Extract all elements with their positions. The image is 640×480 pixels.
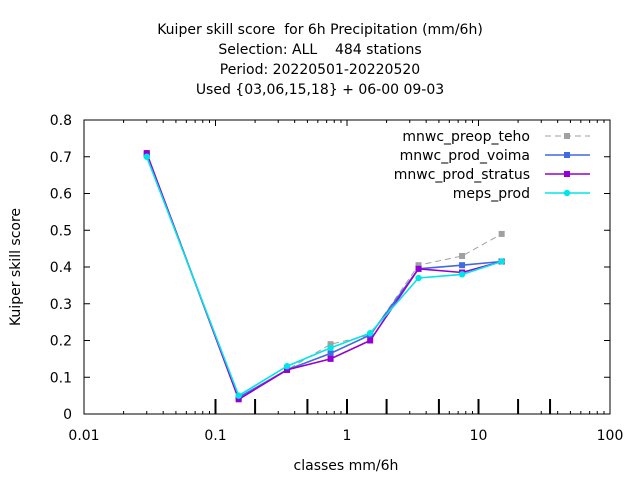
legend-label-mnwc_prod_voima: mnwc_prod_voima xyxy=(400,148,530,164)
legend-label-mnwc_preop_teho: mnwc_preop_teho xyxy=(402,129,530,145)
data-point-meps_prod xyxy=(143,153,150,160)
y-tick-label: 0 xyxy=(63,407,72,423)
data-point-meps_prod xyxy=(283,363,291,370)
data-point-mnwc_prod_stratus xyxy=(367,337,374,344)
y-tick-label: 0.7 xyxy=(50,150,72,166)
plot-frame xyxy=(83,119,611,415)
marks-layer xyxy=(143,150,505,403)
data-point-meps_prod xyxy=(235,392,242,399)
y-tick-label: 0.6 xyxy=(50,187,72,203)
x-tick-label: 0.1 xyxy=(204,428,226,444)
series-line-meps_prod xyxy=(145,156,502,397)
data-point-mnwc_preop_teho xyxy=(327,341,334,348)
data-point-mnwc_preop_teho xyxy=(459,252,466,259)
y-tick-label: 0.3 xyxy=(50,297,72,313)
data-point-meps_prod xyxy=(498,258,505,265)
chart-title-line-2: Selection: ALL 484 stations xyxy=(218,42,422,58)
legend: mnwc_preop_teho mnwc_prod_voima mnwc_prod_… xyxy=(394,129,590,202)
x-tick-label: 1 xyxy=(343,428,352,444)
data-point-mnwc_prod_stratus xyxy=(415,265,422,272)
legend-label-meps_prod: meps_prod xyxy=(453,186,530,202)
legend-label-mnwc_prod_stratus: mnwc_prod_stratus xyxy=(394,167,530,183)
chart-title-line-3: Period: 20220501-20220520 xyxy=(219,62,421,78)
data-point-meps_prod xyxy=(366,329,374,337)
legend-marker-meps_prod xyxy=(563,189,571,197)
axes-layer: 0 0.1 0.2 0.3 0.4 0.5 0.6 0.7 0.8 0.01 0.1 1 10 100 xyxy=(50,113,624,444)
y-axis-label: Kuiper skill score xyxy=(8,208,24,326)
chart-title-line-4: Used {03,06,15,18} + 06-00 09-03 xyxy=(195,82,445,98)
y-tick-label: 0.4 xyxy=(50,260,72,276)
y-tick-label: 0.1 xyxy=(50,370,72,386)
data-point-meps_prod xyxy=(415,274,422,282)
x-axis-label: classes mm/6h xyxy=(294,458,399,474)
legend-marker-mnwc_prod_stratus xyxy=(564,171,570,177)
data-point-mnwc_prod_stratus xyxy=(143,150,150,157)
x-tick-label: 100 xyxy=(597,428,624,444)
data-point-meps_prod xyxy=(458,271,466,278)
data-point-mnwc_prod_voima xyxy=(459,262,466,269)
data-point-mnwc_prod_stratus xyxy=(235,396,242,403)
y-tick-label: 0.2 xyxy=(50,334,72,350)
x-tick-label: 10 xyxy=(470,428,488,444)
x-tick-label: 0.01 xyxy=(68,428,99,444)
legend-marker-mnwc_preop_teho xyxy=(564,133,570,139)
chart-title-line-1: Kuiper skill score for 6h Precipitation … xyxy=(157,22,483,38)
legend-marker-mnwc_prod_voima xyxy=(564,152,570,158)
y-tick-label: 0.5 xyxy=(50,223,72,239)
data-point-meps_prod xyxy=(327,344,334,352)
data-point-mnwc_prod_stratus xyxy=(327,355,334,362)
y-tick-label: 0.8 xyxy=(50,113,72,129)
data-point-mnwc_prod_stratus xyxy=(284,366,291,373)
data-point-mnwc_prod_voima xyxy=(327,350,334,357)
series-line-mnwc_prod_voima xyxy=(145,154,502,399)
data-point-mnwc_preop_teho xyxy=(498,230,505,237)
data-point-mnwc_preop_teho xyxy=(415,262,422,269)
series-line-mnwc_prod_stratus xyxy=(145,152,502,401)
